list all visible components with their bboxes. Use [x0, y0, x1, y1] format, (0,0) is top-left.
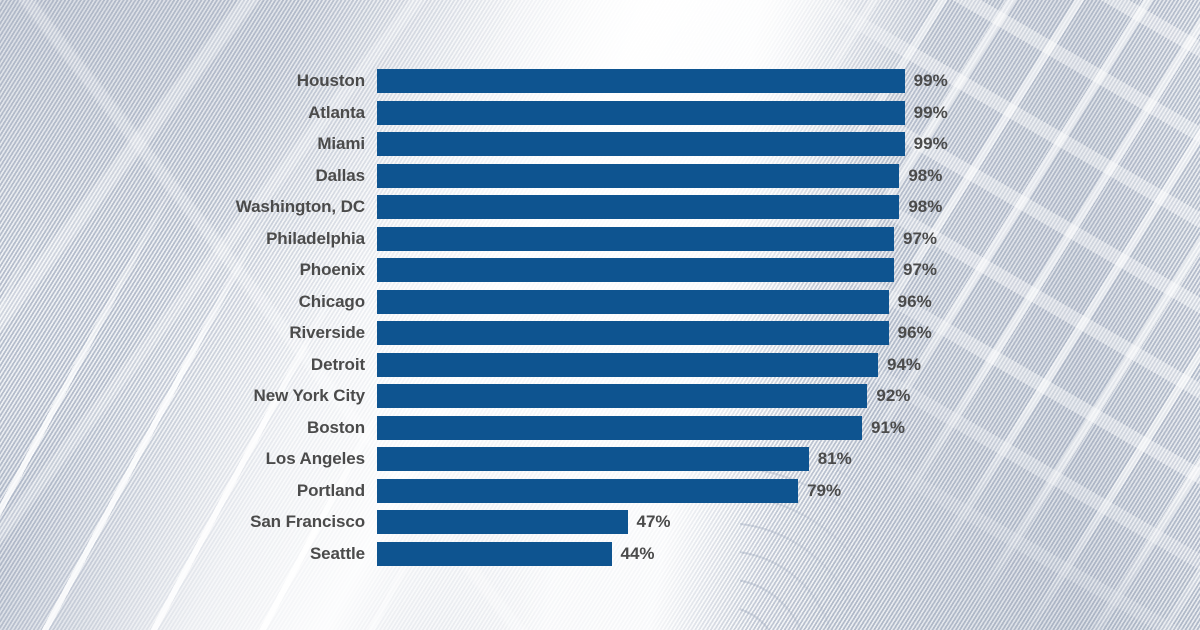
value-label: 99%: [913, 102, 948, 122]
value-label: 79%: [807, 480, 842, 500]
category-label: Miami: [317, 134, 365, 153]
category-label: Riverside: [289, 323, 365, 342]
bar: [377, 258, 894, 282]
bar: [377, 69, 905, 93]
bar-row: Riverside 96%: [0, 321, 1200, 345]
bar: [377, 384, 868, 408]
value-label: 94%: [887, 354, 922, 374]
value-label: 99%: [913, 71, 948, 90]
category-label: Los Angeles: [265, 449, 365, 468]
bar: [377, 163, 900, 188]
bar: [377, 226, 894, 251]
bar: [377, 541, 612, 566]
bar: [377, 195, 900, 219]
bar-row: Dallas 98%: [0, 163, 1200, 188]
bar-row: Los Angeles 81%: [0, 447, 1200, 471]
value-label: 97%: [903, 260, 938, 279]
category-label: Philadelphia: [266, 228, 365, 248]
category-label: Washington, DC: [235, 197, 365, 216]
value-label: 92%: [876, 386, 911, 405]
bar: [377, 447, 809, 471]
bar: [377, 478, 799, 503]
category-label: Portland: [296, 480, 365, 500]
bar: [377, 352, 879, 377]
bar: [377, 415, 863, 440]
bar: [377, 321, 889, 345]
value-label: 81%: [817, 449, 852, 468]
value-label: 98%: [908, 165, 943, 185]
value-label: 91%: [871, 417, 906, 437]
bar-row: Philadelphia 97%: [0, 226, 1200, 251]
value-label: 96%: [897, 323, 932, 342]
value-label: 97%: [903, 228, 938, 248]
value-label: 96%: [897, 291, 932, 311]
value-label: 44%: [620, 543, 655, 563]
category-label: Seattle: [309, 543, 365, 563]
bar-row: Boston 91%: [0, 415, 1200, 440]
bar: [377, 100, 905, 125]
category-label: Chicago: [298, 291, 365, 311]
category-label: New York City: [253, 386, 366, 405]
category-label: Atlanta: [308, 102, 365, 122]
category-label: Dallas: [315, 165, 366, 185]
value-label: 98%: [908, 197, 943, 216]
bar-row: Washington, DC 98%: [0, 195, 1200, 219]
bar: [377, 289, 889, 314]
bar-row: Phoenix 97%: [0, 258, 1200, 282]
bar: [377, 132, 905, 156]
bar-row: San Francisco 47%: [0, 510, 1200, 534]
bar-row: Detroit 94%: [0, 352, 1200, 377]
value-label: 99%: [913, 134, 948, 153]
category-label: Detroit: [310, 354, 365, 374]
bar-row: Houston 99%: [0, 69, 1200, 93]
bar-row: Atlanta 99%: [0, 100, 1200, 125]
bar-row: Seattle 44%: [0, 541, 1200, 566]
bar-row: New York City 92%: [0, 384, 1200, 408]
bar-row: Chicago 96%: [0, 289, 1200, 314]
bar: [377, 510, 628, 534]
category-label: Boston: [307, 417, 365, 437]
category-label: Phoenix: [299, 260, 366, 279]
category-label: Houston: [296, 71, 365, 90]
category-label: San Francisco: [250, 512, 365, 531]
value-label: 47%: [636, 512, 671, 531]
bar-row: Miami 99%: [0, 132, 1200, 156]
bar-row: Portland 79%: [0, 478, 1200, 503]
